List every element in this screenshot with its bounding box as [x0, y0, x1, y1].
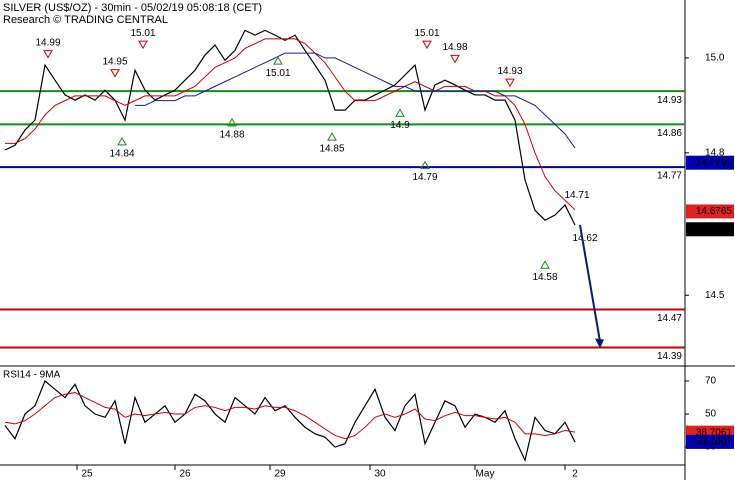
chart-subtitle: Research © TRADING CENTRAL	[3, 14, 168, 26]
y-tick-label: 14.5	[705, 290, 725, 301]
y-tick-label: 15.0	[705, 53, 725, 64]
annotation-label: 15.01	[265, 68, 290, 79]
level-label: 14.39	[657, 351, 682, 362]
level-label: 14.47	[657, 313, 682, 324]
price-tag-label: 14.639	[701, 224, 732, 235]
high-marker	[110, 69, 120, 78]
annotation-label: 14.62	[572, 233, 597, 244]
annotation-label: 14.58	[532, 272, 557, 283]
price-tag-label: 14.6765	[696, 206, 733, 217]
annotation-label: 14.84	[109, 148, 134, 159]
y-tick-label: 70	[705, 376, 717, 387]
level-label: 14.93	[657, 95, 682, 106]
high-marker	[43, 50, 53, 59]
series-line	[4, 380, 576, 463]
low-marker	[117, 136, 127, 146]
price-tag-label: 33.1007	[696, 437, 733, 448]
price-tag-label: 14.7792	[696, 157, 733, 168]
low-marker	[227, 117, 237, 127]
price-tag	[686, 155, 734, 170]
annotation-label: 14.79	[412, 172, 437, 183]
forecast-arrowhead	[595, 338, 604, 349]
annotation-label: 14.93	[497, 66, 522, 77]
annotation-label: 15.01	[414, 28, 439, 39]
annotation-label: 15.01	[130, 28, 155, 39]
series-line	[135, 52, 576, 149]
y-tick-label: 14.8	[705, 147, 725, 158]
low-marker	[420, 160, 430, 170]
annotation-label: 14.85	[319, 144, 344, 155]
high-marker	[450, 54, 460, 64]
price-tag	[686, 434, 734, 449]
price-tag	[686, 222, 734, 237]
high-marker	[422, 40, 432, 50]
series-line	[4, 392, 576, 440]
low-marker	[273, 56, 283, 65]
x-tick-label: 26	[179, 469, 191, 480]
price-tag	[686, 204, 734, 219]
forecast-arrow	[579, 224, 601, 342]
low-marker	[395, 108, 405, 117]
annotation-label: 14.9	[390, 120, 410, 131]
level-label: 14.77	[657, 171, 682, 182]
x-tick-label: 29	[274, 469, 286, 480]
level-label: 14.86	[657, 128, 682, 139]
x-tick-label: May	[476, 469, 495, 480]
x-tick-label: 30	[374, 469, 386, 480]
rsi-title: RSI14 - 9MA	[3, 370, 61, 381]
y-tick-label: 50	[705, 409, 717, 420]
price-tag-label: 38.7061	[696, 427, 733, 438]
annotation-label: 14.71	[564, 190, 589, 201]
high-marker	[138, 40, 148, 50]
annotation-label: 14.99	[35, 37, 60, 48]
high-marker	[505, 78, 515, 88]
x-tick-label: 25	[81, 469, 93, 480]
low-marker	[540, 260, 550, 269]
series-line	[4, 29, 576, 226]
chart-title: SILVER (US$/OZ) - 30min - 05/02/19 05:08…	[3, 2, 262, 14]
annotation-label: 14.95	[102, 56, 127, 67]
annotation-label: 14.88	[219, 130, 244, 141]
x-tick-label: 2	[572, 469, 578, 480]
low-marker	[327, 132, 337, 141]
annotation-label: 14.98	[442, 42, 467, 53]
